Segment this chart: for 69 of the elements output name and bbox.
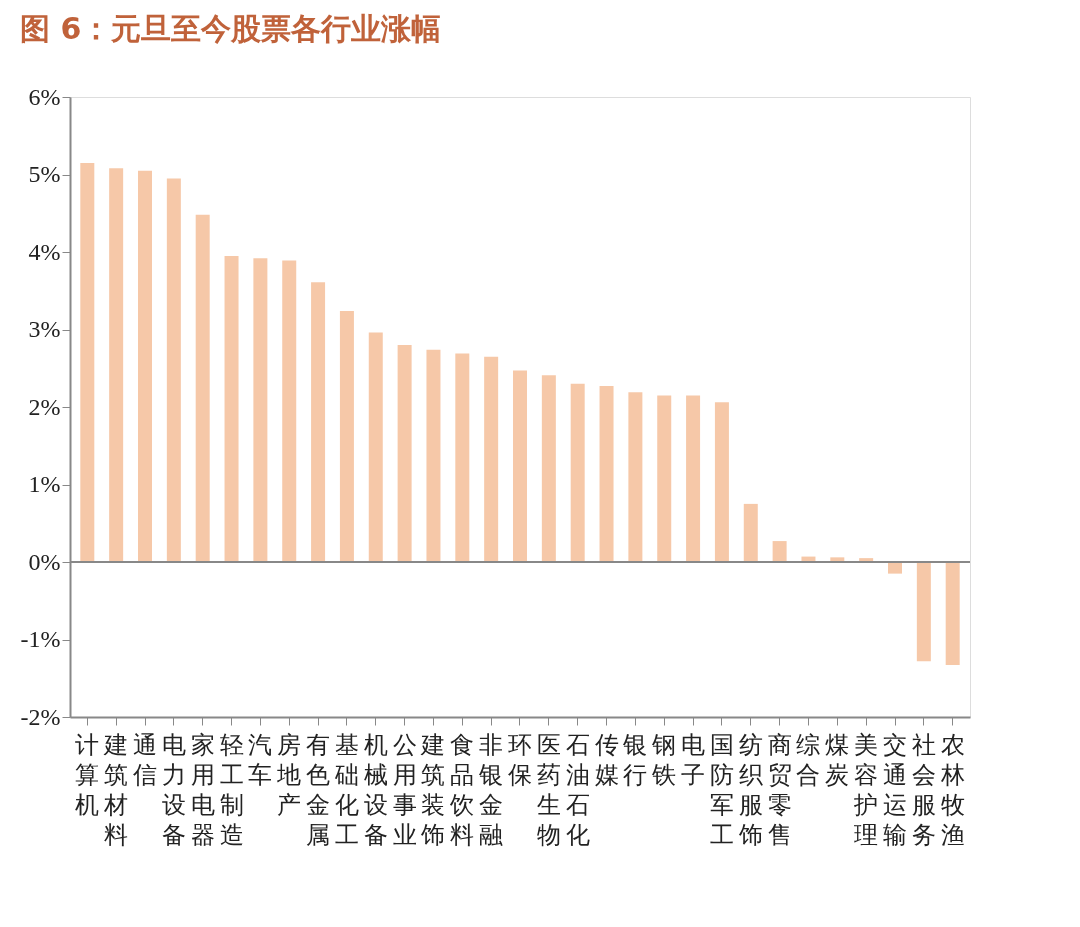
bar xyxy=(109,168,124,562)
bar xyxy=(657,395,672,562)
x-tick-label: 通信 xyxy=(133,730,157,789)
x-tick-label: 机械设备 xyxy=(363,730,388,849)
y-tick-label: 3% xyxy=(28,316,61,342)
x-tick-label: 食品饮料 xyxy=(449,730,475,849)
x-tick-label: 电子 xyxy=(681,730,706,789)
x-tick-label: 纺织服饰 xyxy=(737,730,763,849)
bar xyxy=(945,562,960,666)
bar xyxy=(455,353,470,562)
x-tick-label: 家用电器 xyxy=(190,730,215,849)
bar xyxy=(772,541,787,562)
x-tick-label: 钢铁 xyxy=(651,730,677,789)
bar xyxy=(599,386,614,562)
x-tick-label: 建筑装饰 xyxy=(420,730,446,849)
x-tick-label: 计算机 xyxy=(75,730,100,819)
y-tick-label: 0% xyxy=(28,548,61,575)
x-tick-label: 电力设备 xyxy=(161,730,186,849)
x-tick-label: 医药生物 xyxy=(536,730,561,849)
chart-title: 图 6：元旦至今股票各行业涨幅 xyxy=(20,11,442,46)
bar xyxy=(570,383,585,562)
x-tick-label: 汽车 xyxy=(248,730,273,789)
bar xyxy=(339,310,354,562)
bar xyxy=(541,375,556,562)
bar xyxy=(426,349,441,562)
x-tick-label: 商贸零售 xyxy=(767,730,792,849)
bar xyxy=(282,260,297,562)
x-tick-label: 传媒 xyxy=(594,730,619,789)
y-tick-label: -1% xyxy=(20,626,61,652)
bar xyxy=(743,503,758,562)
x-tick-label: 基础化工 xyxy=(333,730,359,849)
bar xyxy=(311,282,326,562)
x-tick-label: 环保 xyxy=(508,730,532,789)
bar xyxy=(714,402,729,562)
x-tick-label: 房地产 xyxy=(276,730,302,819)
x-tick-label: 农林牧渔 xyxy=(939,730,965,849)
bar xyxy=(166,178,181,562)
bar xyxy=(686,395,701,562)
bar xyxy=(368,332,383,562)
bar xyxy=(397,345,412,562)
bar xyxy=(253,258,268,562)
y-tick-label: 1% xyxy=(28,471,61,497)
bar xyxy=(484,356,499,562)
x-tick-label: 银行 xyxy=(622,730,648,789)
bar xyxy=(628,392,643,562)
y-tick-label: -2% xyxy=(20,703,61,730)
x-tick-label: 石油石化 xyxy=(565,730,590,849)
x-tick-label: 建筑材料 xyxy=(103,730,129,849)
x-tick-label: 公用事业 xyxy=(392,730,417,849)
x-tick-label: 轻工制造 xyxy=(219,730,244,849)
y-tick-label: 6% xyxy=(28,83,61,110)
bar xyxy=(195,214,210,562)
y-tick-label: 4% xyxy=(28,238,61,265)
bar xyxy=(888,562,902,574)
bar xyxy=(513,370,527,562)
y-tick-label: 5% xyxy=(28,161,61,187)
bar xyxy=(80,162,95,562)
x-tick-label: 非银金融 xyxy=(478,730,504,849)
x-tick-label: 交通运输 xyxy=(883,730,907,849)
x-tick-label: 社会服务 xyxy=(911,730,936,849)
x-tick-label: 国防军工 xyxy=(709,730,734,849)
bar xyxy=(916,562,931,662)
x-tick-label: 有色金属 xyxy=(306,730,331,849)
bar xyxy=(138,170,152,562)
x-tick-label: 煤炭 xyxy=(825,730,850,789)
x-tick-label: 美容护理 xyxy=(853,730,879,849)
y-tick-label: 2% xyxy=(28,393,61,420)
bar xyxy=(224,255,239,562)
x-tick-label: 综合 xyxy=(796,730,821,789)
